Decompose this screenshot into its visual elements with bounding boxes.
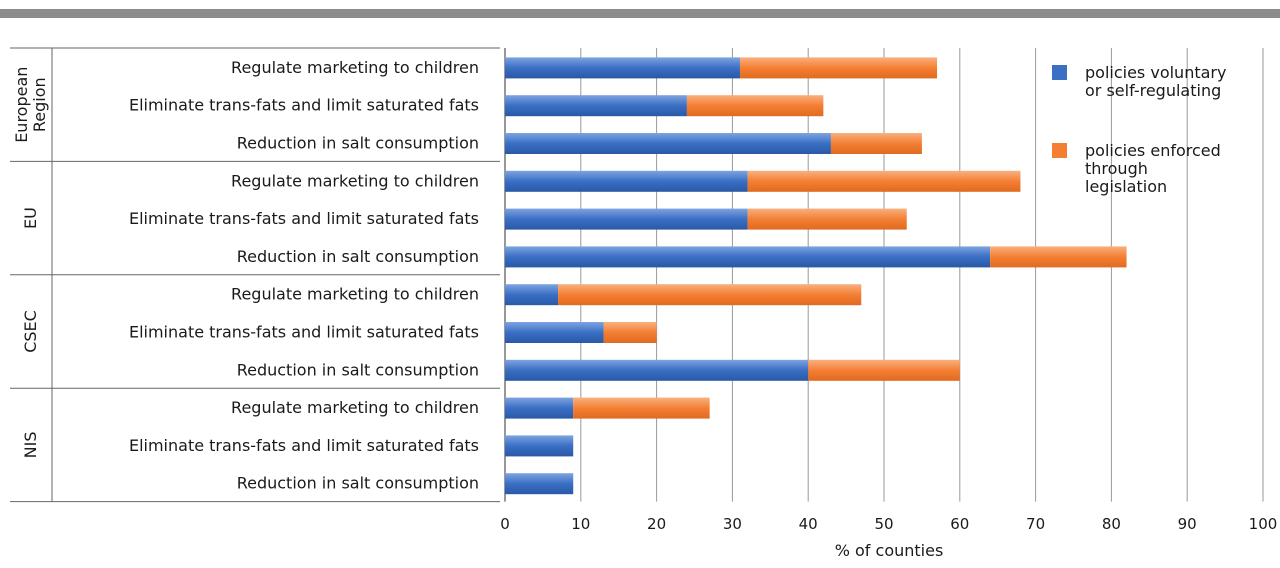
- header-divider-bar: [0, 9, 1280, 18]
- group-label-line: EU: [21, 207, 40, 229]
- bars: [505, 57, 1127, 495]
- bar-enforced: [573, 397, 710, 419]
- group-label: EU: [21, 207, 40, 229]
- bar-voluntary: [505, 170, 748, 192]
- bar-enforced: [808, 359, 960, 381]
- legend-swatch-voluntary: [1052, 65, 1067, 80]
- bar-voluntary: [505, 435, 574, 457]
- category-label: Regulate marketing to children: [231, 58, 479, 77]
- group-label: NIS: [21, 431, 40, 458]
- bar-enforced: [747, 208, 907, 230]
- bar-voluntary: [505, 95, 687, 117]
- x-tick-label: 0: [500, 515, 510, 533]
- bar-voluntary: [505, 208, 748, 230]
- group-label-line: Region: [30, 77, 49, 132]
- gridlines: [580, 48, 1264, 502]
- bar-voluntary: [505, 473, 574, 495]
- x-tick-label: 20: [647, 515, 666, 533]
- legend-label: policies enforced: [1085, 141, 1221, 160]
- x-tick-label: 100: [1249, 515, 1278, 533]
- category-labels: EuropeanRegion Regulate marketing to chil…: [12, 58, 479, 493]
- category-label: Eliminate trans-fats and limit saturated…: [129, 323, 479, 342]
- group-label-line: CSEC: [21, 310, 40, 353]
- bar-voluntary: [505, 246, 991, 268]
- x-tick-label: 90: [1178, 515, 1197, 533]
- bar-enforced: [603, 322, 657, 343]
- bar-enforced: [686, 95, 824, 117]
- x-tick-label: 30: [723, 515, 742, 533]
- x-tick-label: 80: [1102, 515, 1121, 533]
- legend-label: through: [1085, 159, 1148, 178]
- legend-swatch-enforced: [1052, 143, 1067, 158]
- bar-voluntary: [505, 359, 809, 381]
- category-label: Regulate marketing to children: [231, 171, 479, 190]
- category-label: Eliminate trans-fats and limit saturated…: [129, 96, 479, 115]
- bar-voluntary: [505, 397, 574, 419]
- group-label: CSEC: [21, 310, 40, 353]
- category-label: Reduction in salt consumption: [237, 474, 479, 493]
- category-label: Regulate marketing to children: [231, 285, 479, 304]
- x-tick-label: 40: [799, 515, 818, 533]
- x-axis: 0 10 20 30 40 50 60 70 80 90 100 % of counties: [500, 515, 1277, 560]
- bar-enforced: [747, 170, 1021, 192]
- bar-voluntary: [505, 57, 740, 79]
- legend-label: or self-regulating: [1085, 81, 1221, 100]
- category-label: Reduction in salt consumption: [237, 360, 479, 379]
- x-tick-label: 60: [950, 515, 969, 533]
- x-axis-title: % of counties: [835, 541, 944, 560]
- x-tick-label: 50: [874, 515, 893, 533]
- category-label: Reduction in salt consumption: [237, 247, 479, 266]
- category-frame: [10, 47, 506, 503]
- group-label-line: NIS: [21, 431, 40, 458]
- bar-enforced: [990, 246, 1127, 268]
- group-label-line: European: [12, 67, 31, 143]
- bar-voluntary: [505, 133, 831, 154]
- category-label: Reduction in salt consumption: [237, 134, 479, 153]
- bar-enforced: [558, 284, 862, 306]
- bar-enforced: [739, 57, 938, 79]
- bar-voluntary: [505, 322, 604, 343]
- category-label: Regulate marketing to children: [231, 398, 479, 417]
- bar-enforced: [830, 133, 922, 154]
- legend-label: policies voluntary: [1085, 63, 1226, 82]
- bar-voluntary: [505, 284, 559, 306]
- x-tick-label: 10: [571, 515, 590, 533]
- category-label: Eliminate trans-fats and limit saturated…: [129, 209, 479, 228]
- legend-label: legislation: [1085, 177, 1167, 196]
- x-tick-label: 70: [1026, 515, 1045, 533]
- group-label: EuropeanRegion: [12, 67, 49, 143]
- category-label: Eliminate trans-fats and limit saturated…: [129, 436, 479, 455]
